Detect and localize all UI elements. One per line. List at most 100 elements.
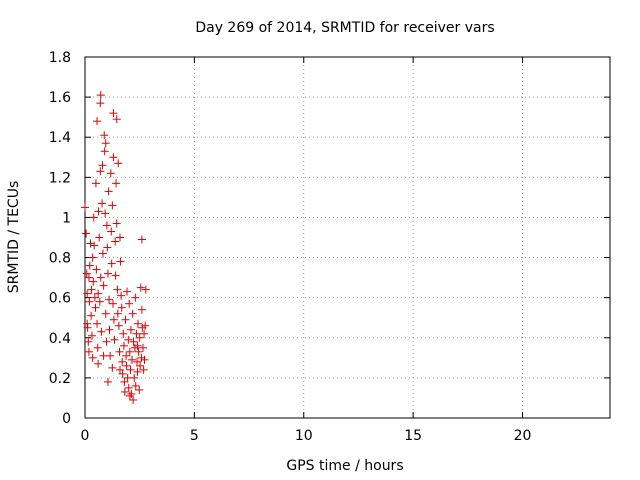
data-point: [83, 289, 92, 298]
data-point: [91, 303, 100, 312]
y-tick-label: 1: [62, 210, 71, 226]
data-point: [113, 285, 122, 294]
data-point: [90, 241, 99, 250]
data-point: [108, 201, 117, 210]
data-point: [114, 159, 123, 168]
data-point: [107, 227, 116, 236]
data-point: [134, 347, 143, 356]
data-point: [81, 203, 89, 212]
data-point: [96, 99, 105, 108]
data-point: [137, 305, 146, 314]
y-tick-label: 0.8: [49, 251, 71, 267]
data-point: [118, 357, 127, 366]
y-tick-label: 1.8: [49, 50, 71, 66]
data-point: [101, 309, 110, 318]
data-point: [98, 249, 107, 258]
data-point: [116, 365, 124, 374]
data-point: [93, 319, 102, 328]
data-point: [133, 367, 142, 376]
x-tick-label: 10: [295, 428, 313, 444]
data-point: [125, 391, 134, 400]
data-point: [109, 109, 118, 118]
data-point: [103, 269, 112, 278]
data-point: [95, 233, 104, 242]
data-point: [91, 179, 100, 188]
data-point: [96, 273, 105, 282]
data-point: [82, 229, 91, 238]
data-point: [113, 309, 122, 318]
data-point: [140, 329, 149, 338]
data-point: [117, 303, 126, 312]
data-point: [84, 337, 93, 346]
y-tick-label: 0.6: [49, 291, 71, 307]
data-point: [132, 329, 141, 338]
data-point: [105, 295, 114, 304]
data-point: [118, 369, 127, 378]
data-point: [141, 285, 150, 294]
y-tick-label: 0.2: [49, 371, 71, 387]
grid-lines: [85, 57, 610, 418]
data-point: [89, 277, 98, 286]
data-point: [133, 357, 142, 366]
data-point: [133, 341, 142, 350]
data-point: [85, 261, 94, 270]
data-point: [109, 153, 118, 162]
data-point: [108, 363, 117, 372]
data-point: [120, 387, 129, 396]
data-point: [102, 221, 111, 230]
data-point: [106, 169, 115, 178]
data-point: [122, 361, 131, 370]
y-tick-label: 1.4: [49, 130, 71, 146]
data-point: [82, 269, 91, 278]
data-point: [87, 311, 96, 320]
data-point: [111, 271, 120, 280]
data-point: [124, 335, 133, 344]
x-axis-label: GPS time / hours: [286, 458, 403, 474]
data-point: [103, 377, 112, 386]
data-point: [119, 341, 128, 350]
data-point: [128, 309, 137, 318]
data-point: [88, 253, 97, 262]
data-point: [141, 321, 150, 330]
data-point: [133, 319, 142, 328]
data-point: [97, 327, 106, 336]
data-point: [116, 233, 124, 242]
data-point: [136, 361, 145, 370]
data-point: [96, 91, 105, 100]
x-tick-label: 0: [81, 428, 90, 444]
data-point: [121, 315, 130, 324]
data-point: [105, 325, 114, 334]
data-point: [122, 351, 131, 360]
data-points: [81, 91, 150, 404]
data-point: [101, 209, 110, 218]
data-point: [99, 281, 108, 290]
data-point: [114, 321, 123, 330]
data-point: [100, 131, 109, 140]
axis-ticks: 0 5 10 15 20 0 0.2 0.4 0.6 0.8 1 1.2 1.4 1.6 1.8: [49, 50, 610, 444]
data-point: [89, 213, 98, 222]
data-point: [90, 293, 99, 302]
data-point: [85, 297, 94, 306]
data-point: [125, 347, 134, 356]
data-point: [135, 385, 144, 394]
data-point: [135, 333, 144, 342]
data-point: [112, 179, 121, 188]
plot-frame: [84, 56, 611, 419]
data-point: [101, 139, 110, 148]
data-point: [136, 283, 145, 292]
data-point: [109, 315, 118, 324]
data-point: [109, 299, 117, 308]
data-point: [88, 353, 97, 362]
data-point: [94, 359, 103, 368]
data-point: [93, 117, 102, 126]
data-point: [126, 365, 135, 374]
data-point: [139, 365, 148, 374]
y-tick-label: 0: [62, 411, 71, 427]
data-point: [86, 239, 95, 248]
data-point: [95, 297, 104, 306]
data-point: [96, 167, 105, 176]
data-point: [131, 381, 140, 390]
data-point: [120, 377, 129, 386]
data-point: [103, 243, 112, 252]
